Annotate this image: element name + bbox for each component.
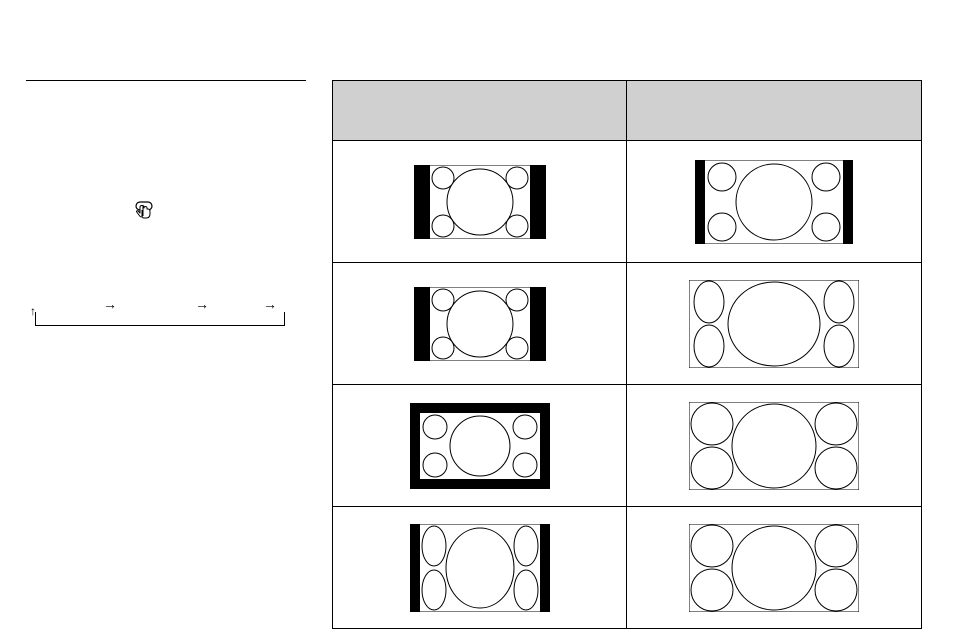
left-panel: [26, 80, 306, 81]
diagram-4to3-pillarbox-repeat: [333, 263, 627, 385]
diagram-4to3-pillarbox: [333, 141, 627, 263]
table-row: [333, 141, 922, 263]
arrow-right-icon: →: [195, 296, 209, 312]
arrow-up-icon: ↑: [30, 304, 36, 318]
diagram-pillarbox-tall-ovals: [333, 507, 627, 629]
diagram-zoom-big-circles-repeat: [627, 507, 922, 629]
arrow-right-icon: →: [103, 296, 117, 312]
aspect-mode-table: [332, 80, 922, 629]
divider-line: [26, 80, 306, 81]
diagram-full-stretch-ovals: [627, 263, 922, 385]
table-row: [333, 507, 922, 629]
press-hand-icon: [130, 200, 158, 232]
table-header-col1: [333, 81, 627, 141]
diagram-4to3-pillarbox-wide: [627, 141, 922, 263]
table-header-col2: [627, 81, 922, 141]
flow-return-line: [35, 312, 285, 326]
table-row: [333, 385, 922, 507]
diagram-thick-frame: [333, 385, 627, 507]
table-row: [333, 263, 922, 385]
diagram-zoom-big-circles: [627, 385, 922, 507]
arrow-right-icon: →: [263, 296, 277, 312]
